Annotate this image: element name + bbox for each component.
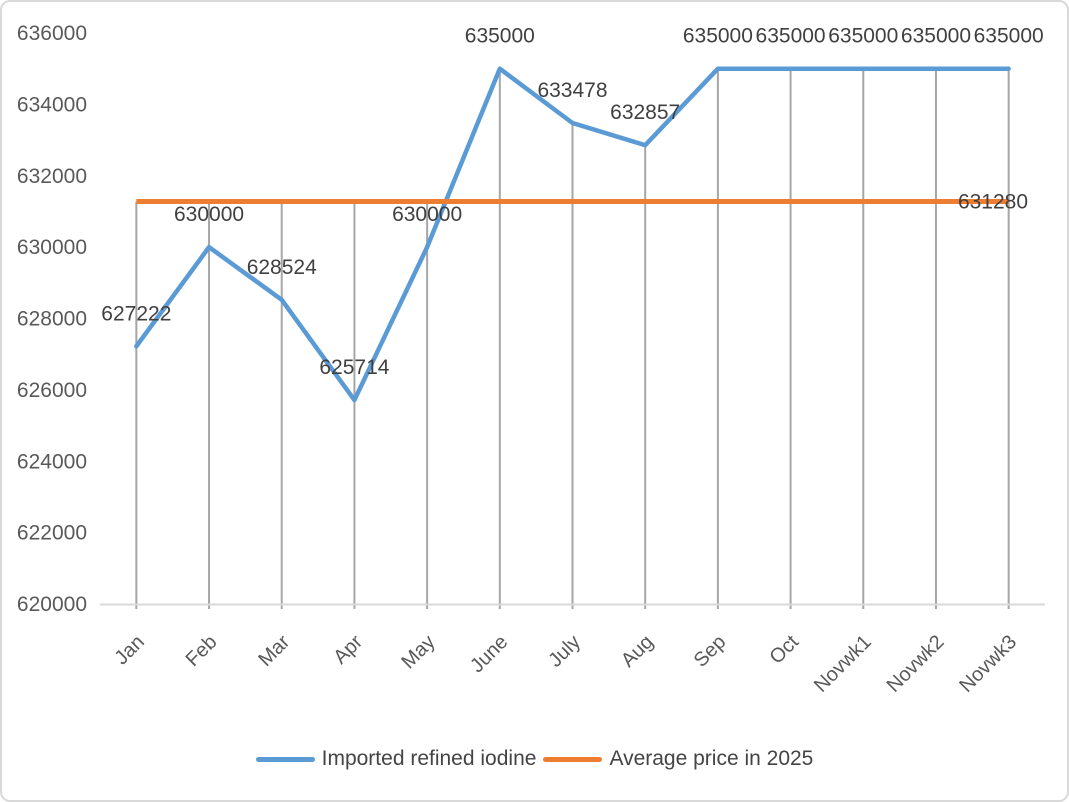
legend-swatch-orange-line-icon — [543, 756, 603, 762]
y-axis-tick-label: 624000 — [17, 450, 87, 473]
legend-label-average-price: Average price in 2025 — [609, 747, 814, 770]
y-axis-tick-label: 632000 — [17, 165, 87, 188]
data-label-sep: 635000 — [683, 25, 753, 48]
data-label-mar: 628524 — [247, 256, 317, 279]
y-axis-tick-label: 620000 — [17, 593, 87, 616]
x-axis-label-jan: Jan — [111, 631, 149, 669]
legend-swatch-blue-line-icon — [255, 756, 315, 762]
data-label-novwk3: 635000 — [974, 25, 1044, 48]
x-axis-label-apr: Apr — [329, 631, 367, 669]
data-label-novwk1: 635000 — [828, 25, 898, 48]
data-label-july: 633478 — [537, 79, 607, 102]
data-label-apr: 625714 — [319, 356, 389, 379]
x-axis-label-july: July — [544, 631, 585, 672]
chart-legend: Imported refined iodine Average price in… — [2, 747, 1067, 771]
y-axis-tick-label: 634000 — [17, 93, 87, 116]
x-axis-label-novwk1: Novwk1 — [810, 631, 876, 697]
data-label-feb: 630000 — [174, 203, 244, 226]
y-axis-tick-label: 636000 — [17, 22, 87, 45]
legend-label-imported-refined-iodine: Imported refined iodine — [321, 747, 537, 770]
y-axis-tick-label: 622000 — [17, 522, 87, 545]
y-axis-tick-label: 628000 — [17, 308, 87, 331]
x-axis-label-oct: Oct — [766, 631, 804, 669]
x-axis-label-novwk3: Novwk3 — [955, 631, 1021, 697]
x-axis-label-sep: Sep — [690, 631, 731, 672]
data-label-may: 630000 — [392, 203, 462, 226]
data-label-oct: 635000 — [756, 25, 826, 48]
y-axis-tick-label: 630000 — [17, 236, 87, 259]
x-axis-label-mar: Mar — [254, 631, 294, 671]
legend-item-imported-refined-iodine[interactable]: Imported refined iodine — [255, 747, 537, 771]
x-axis-label-may: May — [397, 631, 439, 673]
x-axis-label-aug: Aug — [617, 631, 658, 672]
data-label-aug: 632857 — [610, 101, 680, 124]
data-label-jan: 627222 — [101, 302, 171, 325]
data-label-average-price: 631280 — [958, 190, 1028, 213]
data-label-june: 635000 — [465, 25, 535, 48]
x-axis-label-novwk2: Novwk2 — [883, 631, 949, 697]
y-axis-tick-label: 626000 — [17, 379, 87, 402]
legend-item-average-price[interactable]: Average price in 2025 — [543, 747, 813, 771]
x-axis-label-june: June — [466, 631, 512, 677]
x-axis-label-feb: Feb — [182, 631, 222, 671]
data-label-novwk2: 635000 — [901, 25, 971, 48]
series-line-imported-refined-iodine[interactable] — [134, 66, 1011, 403]
